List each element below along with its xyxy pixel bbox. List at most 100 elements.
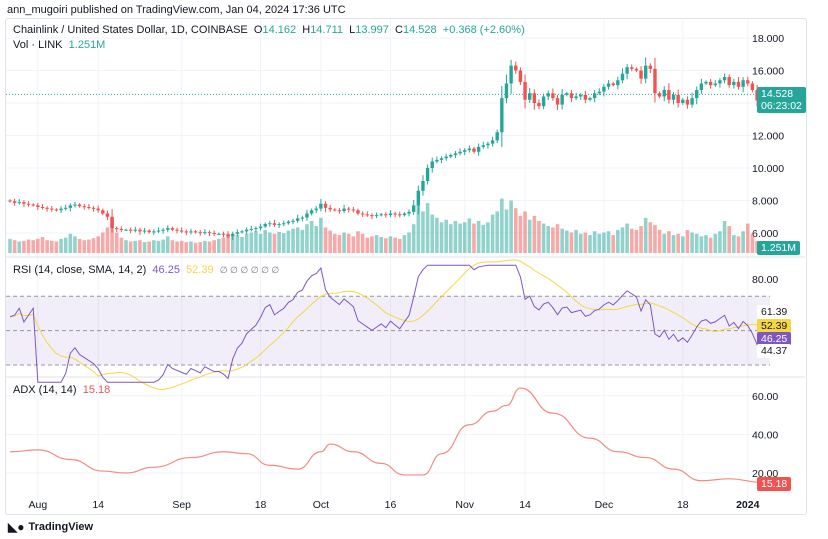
candle-body bbox=[634, 68, 639, 71]
volume-bar bbox=[397, 238, 402, 253]
candle-body bbox=[87, 207, 91, 208]
volume-bar bbox=[87, 239, 91, 253]
volume-label: Vol · LINK bbox=[13, 39, 63, 51]
candle-body bbox=[407, 211, 411, 214]
candle-body bbox=[490, 140, 495, 144]
candle-body bbox=[653, 68, 657, 94]
candle-body bbox=[546, 93, 550, 97]
candle-body bbox=[379, 214, 383, 216]
adx-legend: ADX (14, 14) 15.18 bbox=[13, 384, 110, 396]
candle-body bbox=[606, 83, 611, 87]
volume-bar bbox=[407, 232, 411, 253]
volume-bar bbox=[667, 231, 671, 253]
volume-bar bbox=[718, 231, 722, 253]
adx-axis-label: 60.00 bbox=[752, 391, 778, 403]
volume-bar bbox=[323, 227, 328, 253]
volume-legend: Vol · LINK 1.251M bbox=[13, 39, 105, 51]
candle-body bbox=[249, 228, 253, 230]
volume-bar bbox=[309, 221, 314, 253]
volume-bar bbox=[565, 230, 569, 253]
volume-bar bbox=[258, 233, 263, 253]
volume-bar bbox=[184, 242, 189, 253]
volume-bar bbox=[360, 233, 365, 253]
volume-bar bbox=[165, 236, 170, 253]
adx-value: 15.18 bbox=[82, 384, 111, 396]
volume-tag: 1.251M bbox=[757, 241, 801, 255]
candle-body bbox=[449, 155, 453, 157]
candle-body bbox=[463, 150, 467, 152]
volume-bar bbox=[713, 233, 718, 253]
price-axis-label: 18.000 bbox=[752, 33, 784, 45]
candle-body bbox=[639, 70, 643, 79]
volume-bar bbox=[537, 221, 541, 253]
rsi-sma-line bbox=[9, 259, 762, 391]
volume-bar bbox=[198, 242, 203, 253]
time-axis-label: 2024 bbox=[736, 499, 760, 511]
open-value: 14.162 bbox=[262, 24, 297, 36]
chart-frame bbox=[5, 18, 807, 515]
candle-body bbox=[138, 229, 142, 232]
candle-body bbox=[453, 153, 458, 155]
volume-bar bbox=[161, 239, 165, 253]
volume-bar bbox=[114, 232, 119, 253]
candle-body bbox=[282, 223, 286, 225]
candle-body bbox=[532, 93, 537, 103]
volume-bar bbox=[337, 235, 342, 253]
candle-body bbox=[583, 94, 588, 100]
rsi-tag: 46.25 bbox=[757, 332, 792, 346]
candle-body bbox=[170, 228, 175, 230]
volume-bar bbox=[430, 214, 435, 253]
high-label: H bbox=[302, 24, 311, 36]
volume-bar bbox=[388, 236, 393, 253]
candle-body bbox=[254, 228, 258, 230]
candle-body bbox=[217, 233, 221, 235]
volume-bar bbox=[393, 237, 397, 253]
candle-body bbox=[156, 230, 161, 232]
candle-body bbox=[560, 94, 564, 105]
rsi-axis-label: 80.00 bbox=[752, 274, 778, 286]
volume-bar bbox=[105, 227, 110, 253]
volume-bar bbox=[77, 238, 82, 253]
volume-bar bbox=[467, 218, 472, 253]
candle-body bbox=[319, 203, 323, 209]
candle-body bbox=[115, 228, 119, 230]
candle-body bbox=[244, 229, 249, 232]
candle-body bbox=[476, 146, 481, 152]
volume-bar bbox=[708, 237, 713, 253]
candle-body bbox=[286, 221, 291, 224]
volume-bar bbox=[379, 237, 383, 253]
candle-body bbox=[203, 232, 207, 234]
candle-body bbox=[384, 214, 388, 216]
candle-body bbox=[31, 204, 35, 206]
candle-body bbox=[189, 231, 193, 233]
rsi-level-tag: 61.39 bbox=[757, 305, 792, 319]
volume-bar bbox=[513, 208, 518, 253]
candle-body bbox=[26, 203, 31, 205]
volume-bar bbox=[193, 242, 198, 253]
volume-bar bbox=[96, 236, 100, 253]
candle-body bbox=[305, 213, 309, 218]
candle-body bbox=[333, 209, 337, 211]
volume-bar bbox=[476, 221, 481, 253]
volume-bar bbox=[138, 240, 142, 253]
volume-bar bbox=[300, 229, 305, 253]
candle-body bbox=[212, 233, 216, 234]
volume-bar bbox=[31, 240, 35, 253]
candle-body bbox=[486, 143, 490, 146]
candle-body bbox=[291, 220, 295, 222]
tradingview-logo[interactable]: ◣● TradingView bbox=[8, 520, 93, 534]
candle-body bbox=[133, 229, 137, 231]
volume-bar bbox=[235, 235, 240, 253]
candle-body bbox=[337, 210, 342, 212]
volume-bar bbox=[523, 211, 527, 253]
candle-body bbox=[374, 215, 379, 217]
volume-bar bbox=[254, 231, 258, 253]
candle-body bbox=[309, 210, 314, 214]
rsi-level-tag-low: 44.37 bbox=[757, 344, 792, 358]
volume-bar bbox=[490, 214, 495, 253]
volume-bar bbox=[263, 229, 267, 253]
candle-body bbox=[514, 65, 518, 71]
candle-body bbox=[625, 67, 629, 74]
volume-bar bbox=[662, 233, 667, 253]
